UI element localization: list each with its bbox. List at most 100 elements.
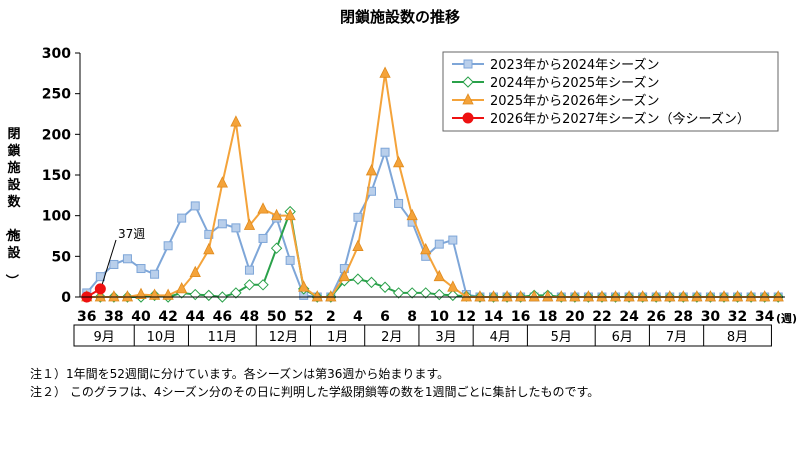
x-tick-label: 6 [380, 309, 390, 325]
month-label: 3月 [435, 330, 456, 345]
data-point [231, 223, 241, 233]
x-tick-label: 16 [511, 309, 530, 325]
data-point [94, 290, 106, 302]
x-tick-label: 22 [592, 309, 611, 325]
y-tick-label: 200 [42, 127, 71, 143]
data-point [163, 241, 173, 251]
data-point [380, 147, 390, 157]
x-tick-label: 30 [701, 309, 721, 325]
annotation-leader [101, 239, 117, 285]
data-point [392, 155, 405, 168]
legend-marker [462, 76, 474, 88]
note-1: 注１）1年間を52週間に分けています。各シーズンは第36週から始まります。 [30, 367, 450, 381]
data-point [243, 279, 256, 291]
data-point [691, 290, 703, 302]
legend: 2023年から2024年シーズン 2024年から2025年シーズン 2025年から2… [442, 51, 779, 132]
data-point [230, 115, 242, 127]
data-point [216, 176, 229, 188]
y-tick-label: 0 [61, 290, 71, 306]
data-point [257, 202, 269, 214]
data-point [392, 287, 405, 299]
data-point [284, 208, 296, 221]
series-line [86, 207, 779, 299]
data-point [487, 290, 500, 302]
y-tick-label: 100 [42, 209, 71, 225]
data-point [542, 290, 554, 302]
x-tick-label: 24 [619, 309, 639, 325]
data-point [230, 287, 242, 299]
data-point [189, 265, 201, 278]
legend-entry: 2026年から2027年シーズン（今シーズン） [490, 111, 750, 127]
month-label: 7月 [666, 330, 687, 345]
x-tick-label: 36 [77, 309, 96, 325]
data-point [718, 290, 730, 302]
data-point [434, 239, 444, 249]
x-tick-label: 20 [565, 309, 585, 325]
annotation: 37週 [101, 227, 145, 285]
data-point [474, 290, 486, 302]
data-point [731, 290, 744, 302]
data-point [460, 290, 473, 302]
data-point [190, 201, 200, 211]
data-point [285, 255, 295, 265]
series-3 [81, 66, 784, 302]
data-point [447, 280, 459, 292]
legend-marker [462, 112, 474, 124]
x-tick-label: 50 [267, 309, 287, 325]
month-label: 10月 [147, 330, 177, 345]
data-point [352, 239, 364, 251]
data-point [582, 290, 595, 302]
legend-entry: 2023年から2024年シーズン [490, 57, 660, 73]
data-point [258, 233, 268, 243]
y-axis-label: 閉鎖施設数（施設） [3, 127, 21, 287]
data-point [514, 290, 527, 302]
data-point [677, 290, 689, 302]
x-tick-label: 52 [294, 309, 313, 325]
month-row: 9月 10月 11月 12月 1月 2月 3月 4月 5月 6月 7月 8月 [73, 324, 772, 347]
chart-title: 閉鎖施設数の推移 [340, 8, 460, 26]
data-point [243, 218, 256, 230]
x-tick-label: 42 [158, 309, 177, 325]
month-label: 8月 [727, 330, 748, 345]
data-point [420, 242, 432, 255]
data-point [772, 290, 784, 302]
data-point [338, 269, 351, 282]
x-tick-label: 46 [213, 309, 232, 325]
data-point [203, 242, 215, 255]
legend-frame [442, 51, 779, 132]
month-label: 9月 [93, 330, 114, 345]
data-point [650, 290, 662, 302]
data-point [433, 288, 445, 301]
data-point [609, 290, 622, 302]
month-label: 1月 [327, 330, 348, 345]
legend-marker [462, 93, 474, 105]
data-point [136, 264, 146, 274]
x-tick-label: 14 [484, 309, 504, 325]
data-point [270, 208, 283, 221]
x-tick-label: 10 [430, 309, 450, 325]
data-point [257, 279, 269, 291]
data-point [109, 259, 119, 269]
month-label: 5月 [551, 330, 572, 345]
data-point [448, 235, 458, 245]
x-tick-label: 34 [755, 309, 775, 325]
data-point [189, 288, 201, 301]
x-tick-label: 4 [353, 309, 363, 325]
month-label: 11月 [208, 330, 238, 345]
data-point [121, 290, 134, 302]
y-tick-label: 250 [42, 87, 71, 103]
data-point [745, 290, 757, 302]
data-point [555, 290, 567, 302]
data-point [325, 290, 337, 302]
data-point [94, 283, 106, 295]
x-tick-label: 8 [407, 309, 417, 325]
legend-entry: 2025年から2026年シーズン [490, 93, 660, 109]
data-point [150, 269, 160, 279]
data-point [623, 290, 635, 302]
month-label: 12月 [269, 330, 299, 345]
x-tick-label: 2 [326, 309, 336, 325]
data-point [406, 208, 418, 221]
data-point [177, 213, 187, 223]
y-tick-label: 50 [52, 249, 72, 265]
